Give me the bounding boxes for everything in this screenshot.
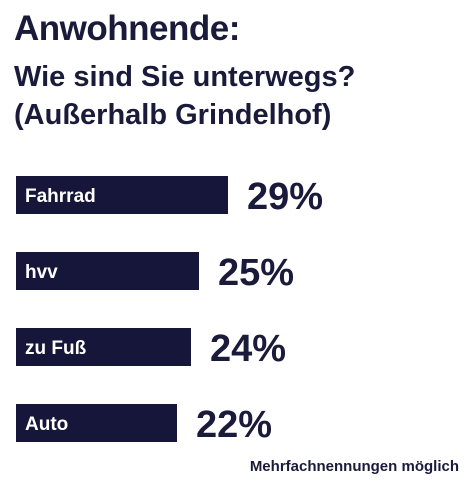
footnote: Mehrfachnennungen möglich [249, 458, 459, 475]
category-label-3: Auto [25, 414, 68, 435]
bar-2 [16, 328, 191, 366]
subtitle-line-2: (Außerhalb Grindelhof) [14, 99, 332, 131]
chart-title: Anwohnende: [14, 9, 240, 48]
bar-1 [16, 252, 199, 290]
bar-0 [16, 176, 228, 214]
category-label-1: hvv [25, 262, 58, 283]
chart-subtitle: Wie sind Sie unterwegs? (Außerhalb Grind… [14, 58, 355, 134]
value-label-3: 22% [196, 404, 272, 446]
category-label-0: Fahrrad [25, 186, 96, 207]
value-label-1: 25% [218, 252, 294, 294]
category-label-2: zu Fuß [25, 338, 87, 359]
value-label-2: 24% [210, 328, 286, 370]
bar-3 [16, 404, 177, 442]
subtitle-line-1: Wie sind Sie unterwegs? [14, 61, 356, 93]
value-label-0: 29% [247, 176, 323, 218]
